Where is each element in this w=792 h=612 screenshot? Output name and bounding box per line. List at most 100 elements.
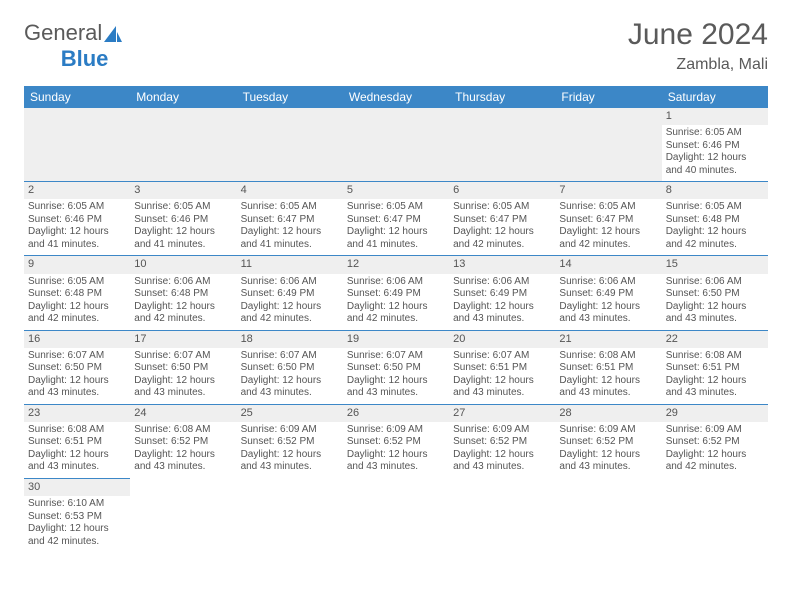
- calendar-cell: 26Sunrise: 6:09 AMSunset: 6:52 PMDayligh…: [343, 404, 449, 478]
- logo: General Blue: [24, 20, 124, 72]
- day-number: 16: [24, 331, 130, 348]
- day-number: 9: [24, 256, 130, 273]
- calendar-cell: 13Sunrise: 6:06 AMSunset: 6:49 PMDayligh…: [449, 256, 555, 330]
- logo-sail-icon: [102, 24, 124, 44]
- day-info: Sunrise: 6:08 AMSunset: 6:51 PMDaylight:…: [662, 348, 768, 404]
- calendar-cell: [343, 108, 449, 182]
- day-info: Sunrise: 6:07 AMSunset: 6:50 PMDaylight:…: [343, 348, 449, 404]
- day-number: 29: [662, 405, 768, 422]
- calendar-cell: 7Sunrise: 6:05 AMSunset: 6:47 PMDaylight…: [555, 182, 661, 256]
- calendar-table: SundayMondayTuesdayWednesdayThursdayFrid…: [24, 86, 768, 552]
- day-number: 5: [343, 182, 449, 199]
- calendar-cell: [24, 108, 130, 182]
- calendar-cell: 11Sunrise: 6:06 AMSunset: 6:49 PMDayligh…: [237, 256, 343, 330]
- weekday-header: Friday: [555, 86, 661, 108]
- day-number: 6: [449, 182, 555, 199]
- calendar-row: 30Sunrise: 6:10 AMSunset: 6:53 PMDayligh…: [24, 478, 768, 552]
- calendar-cell: 18Sunrise: 6:07 AMSunset: 6:50 PMDayligh…: [237, 330, 343, 404]
- day-info: Sunrise: 6:05 AMSunset: 6:46 PMDaylight:…: [130, 199, 236, 255]
- day-number: 10: [130, 256, 236, 273]
- day-info: Sunrise: 6:07 AMSunset: 6:51 PMDaylight:…: [449, 348, 555, 404]
- day-info: Sunrise: 6:05 AMSunset: 6:47 PMDaylight:…: [449, 199, 555, 255]
- day-info: Sunrise: 6:06 AMSunset: 6:48 PMDaylight:…: [130, 274, 236, 330]
- calendar-cell: 6Sunrise: 6:05 AMSunset: 6:47 PMDaylight…: [449, 182, 555, 256]
- day-info: Sunrise: 6:10 AMSunset: 6:53 PMDaylight:…: [24, 496, 130, 552]
- month-title: June 2024: [628, 20, 768, 50]
- calendar-cell: [555, 478, 661, 552]
- day-info: Sunrise: 6:09 AMSunset: 6:52 PMDaylight:…: [237, 422, 343, 478]
- day-number: 11: [237, 256, 343, 273]
- logo-general: General: [24, 20, 102, 45]
- day-info: Sunrise: 6:07 AMSunset: 6:50 PMDaylight:…: [130, 348, 236, 404]
- location: Zambla, Mali: [628, 56, 768, 74]
- day-info: Sunrise: 6:05 AMSunset: 6:47 PMDaylight:…: [237, 199, 343, 255]
- calendar-row: 2Sunrise: 6:05 AMSunset: 6:46 PMDaylight…: [24, 182, 768, 256]
- day-info: Sunrise: 6:09 AMSunset: 6:52 PMDaylight:…: [449, 422, 555, 478]
- calendar-cell: 3Sunrise: 6:05 AMSunset: 6:46 PMDaylight…: [130, 182, 236, 256]
- calendar-cell: 27Sunrise: 6:09 AMSunset: 6:52 PMDayligh…: [449, 404, 555, 478]
- calendar-cell: 14Sunrise: 6:06 AMSunset: 6:49 PMDayligh…: [555, 256, 661, 330]
- calendar-cell: [449, 478, 555, 552]
- day-number: 17: [130, 331, 236, 348]
- calendar-cell: 23Sunrise: 6:08 AMSunset: 6:51 PMDayligh…: [24, 404, 130, 478]
- calendar-cell: [130, 478, 236, 552]
- calendar-row: 23Sunrise: 6:08 AMSunset: 6:51 PMDayligh…: [24, 404, 768, 478]
- day-info: Sunrise: 6:08 AMSunset: 6:51 PMDaylight:…: [555, 348, 661, 404]
- day-number: 25: [237, 405, 343, 422]
- day-number: 26: [343, 405, 449, 422]
- day-number: 24: [130, 405, 236, 422]
- calendar-cell: [449, 108, 555, 182]
- day-info: Sunrise: 6:05 AMSunset: 6:46 PMDaylight:…: [24, 199, 130, 255]
- calendar-cell: 22Sunrise: 6:08 AMSunset: 6:51 PMDayligh…: [662, 330, 768, 404]
- calendar-cell: [343, 478, 449, 552]
- weekday-header: Saturday: [662, 86, 768, 108]
- day-number: 13: [449, 256, 555, 273]
- day-info: Sunrise: 6:05 AMSunset: 6:47 PMDaylight:…: [343, 199, 449, 255]
- calendar-cell: 8Sunrise: 6:05 AMSunset: 6:48 PMDaylight…: [662, 182, 768, 256]
- day-number: 30: [24, 479, 130, 496]
- day-info: Sunrise: 6:06 AMSunset: 6:49 PMDaylight:…: [449, 274, 555, 330]
- day-number: 19: [343, 331, 449, 348]
- day-info: Sunrise: 6:09 AMSunset: 6:52 PMDaylight:…: [343, 422, 449, 478]
- calendar-cell: 4Sunrise: 6:05 AMSunset: 6:47 PMDaylight…: [237, 182, 343, 256]
- calendar-cell: [555, 108, 661, 182]
- calendar-cell: 24Sunrise: 6:08 AMSunset: 6:52 PMDayligh…: [130, 404, 236, 478]
- day-info: Sunrise: 6:06 AMSunset: 6:50 PMDaylight:…: [662, 274, 768, 330]
- calendar-cell: 30Sunrise: 6:10 AMSunset: 6:53 PMDayligh…: [24, 478, 130, 552]
- day-info: Sunrise: 6:05 AMSunset: 6:46 PMDaylight:…: [662, 125, 768, 181]
- day-info: Sunrise: 6:05 AMSunset: 6:48 PMDaylight:…: [662, 199, 768, 255]
- day-number: 8: [662, 182, 768, 199]
- calendar-body: 1Sunrise: 6:05 AMSunset: 6:46 PMDaylight…: [24, 108, 768, 552]
- day-number: 21: [555, 331, 661, 348]
- calendar-cell: 10Sunrise: 6:06 AMSunset: 6:48 PMDayligh…: [130, 256, 236, 330]
- weekday-header: Thursday: [449, 86, 555, 108]
- weekday-header: Sunday: [24, 86, 130, 108]
- day-number: 22: [662, 331, 768, 348]
- day-number: 20: [449, 331, 555, 348]
- calendar-cell: [237, 478, 343, 552]
- calendar-cell: 16Sunrise: 6:07 AMSunset: 6:50 PMDayligh…: [24, 330, 130, 404]
- day-number: 23: [24, 405, 130, 422]
- calendar-cell: 17Sunrise: 6:07 AMSunset: 6:50 PMDayligh…: [130, 330, 236, 404]
- day-info: Sunrise: 6:09 AMSunset: 6:52 PMDaylight:…: [662, 422, 768, 478]
- calendar-row: 1Sunrise: 6:05 AMSunset: 6:46 PMDaylight…: [24, 108, 768, 182]
- day-info: Sunrise: 6:08 AMSunset: 6:52 PMDaylight:…: [130, 422, 236, 478]
- calendar-cell: 9Sunrise: 6:05 AMSunset: 6:48 PMDaylight…: [24, 256, 130, 330]
- day-info: Sunrise: 6:07 AMSunset: 6:50 PMDaylight:…: [24, 348, 130, 404]
- calendar-cell: 2Sunrise: 6:05 AMSunset: 6:46 PMDaylight…: [24, 182, 130, 256]
- day-number: 4: [237, 182, 343, 199]
- weekday-header-row: SundayMondayTuesdayWednesdayThursdayFrid…: [24, 86, 768, 108]
- logo-blue: Blue: [61, 46, 109, 71]
- calendar-cell: 19Sunrise: 6:07 AMSunset: 6:50 PMDayligh…: [343, 330, 449, 404]
- day-number: 2: [24, 182, 130, 199]
- day-info: Sunrise: 6:06 AMSunset: 6:49 PMDaylight:…: [237, 274, 343, 330]
- calendar-row: 16Sunrise: 6:07 AMSunset: 6:50 PMDayligh…: [24, 330, 768, 404]
- calendar-row: 9Sunrise: 6:05 AMSunset: 6:48 PMDaylight…: [24, 256, 768, 330]
- day-number: 3: [130, 182, 236, 199]
- calendar-cell: 25Sunrise: 6:09 AMSunset: 6:52 PMDayligh…: [237, 404, 343, 478]
- weekday-header: Tuesday: [237, 86, 343, 108]
- calendar-cell: 29Sunrise: 6:09 AMSunset: 6:52 PMDayligh…: [662, 404, 768, 478]
- calendar-cell: 5Sunrise: 6:05 AMSunset: 6:47 PMDaylight…: [343, 182, 449, 256]
- calendar-cell: [237, 108, 343, 182]
- title-block: June 2024 Zambla, Mali: [628, 20, 768, 74]
